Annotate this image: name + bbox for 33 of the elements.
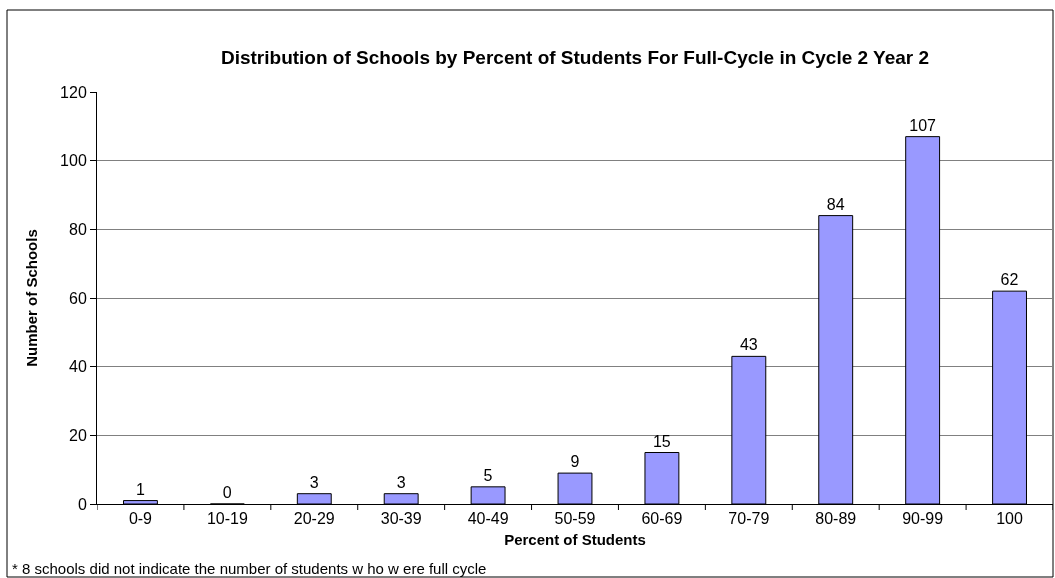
data-label: 9 xyxy=(570,453,580,471)
x-tick-label: 60-69 xyxy=(641,510,683,528)
x-tick-label: 70-79 xyxy=(728,510,770,528)
y-tick-label: 100 xyxy=(60,152,87,170)
y-tick-label: 120 xyxy=(60,83,87,101)
x-tick-label: 0-9 xyxy=(128,510,153,528)
data-label: 1 xyxy=(135,480,145,498)
y-tick-label: 40 xyxy=(69,358,87,376)
y-tick-label: 60 xyxy=(69,289,87,307)
x-tick-label: 100 xyxy=(996,510,1023,528)
chart-title: Distribution of Schools by Percent of Students For Full-Cycle in Cycle 2 Year 2 xyxy=(220,46,930,68)
x-tick-label: 40-49 xyxy=(467,510,509,528)
x-tick-label: 30-39 xyxy=(380,510,422,528)
x-tick-label: 50-59 xyxy=(554,510,596,528)
data-label: 3 xyxy=(396,473,406,491)
data-label: 5 xyxy=(483,466,493,484)
x-tick-label: 20-29 xyxy=(293,510,335,528)
y-tick-label: 0 xyxy=(77,495,87,513)
x-tick-label: 90-99 xyxy=(902,510,944,528)
y-tick-label: 80 xyxy=(69,220,87,238)
data-label: 84 xyxy=(826,195,845,213)
data-label: 15 xyxy=(652,432,671,450)
x-tick-label: 10-19 xyxy=(206,510,248,528)
data-label: 62 xyxy=(1000,271,1019,289)
data-label: 3 xyxy=(309,473,319,491)
data-label: 43 xyxy=(739,336,758,354)
data-label: 107 xyxy=(909,116,937,134)
y-tick-label: 20 xyxy=(69,426,87,444)
x-axis-title: Percent of Students xyxy=(504,531,646,549)
text: * 8 schools did not indicate the number of students w ho w ere full cycle xyxy=(12,560,487,577)
data-label: 0 xyxy=(222,484,232,501)
y-axis-title: Number of Schools xyxy=(23,229,41,367)
x-tick-label: 80-89 xyxy=(815,510,857,528)
